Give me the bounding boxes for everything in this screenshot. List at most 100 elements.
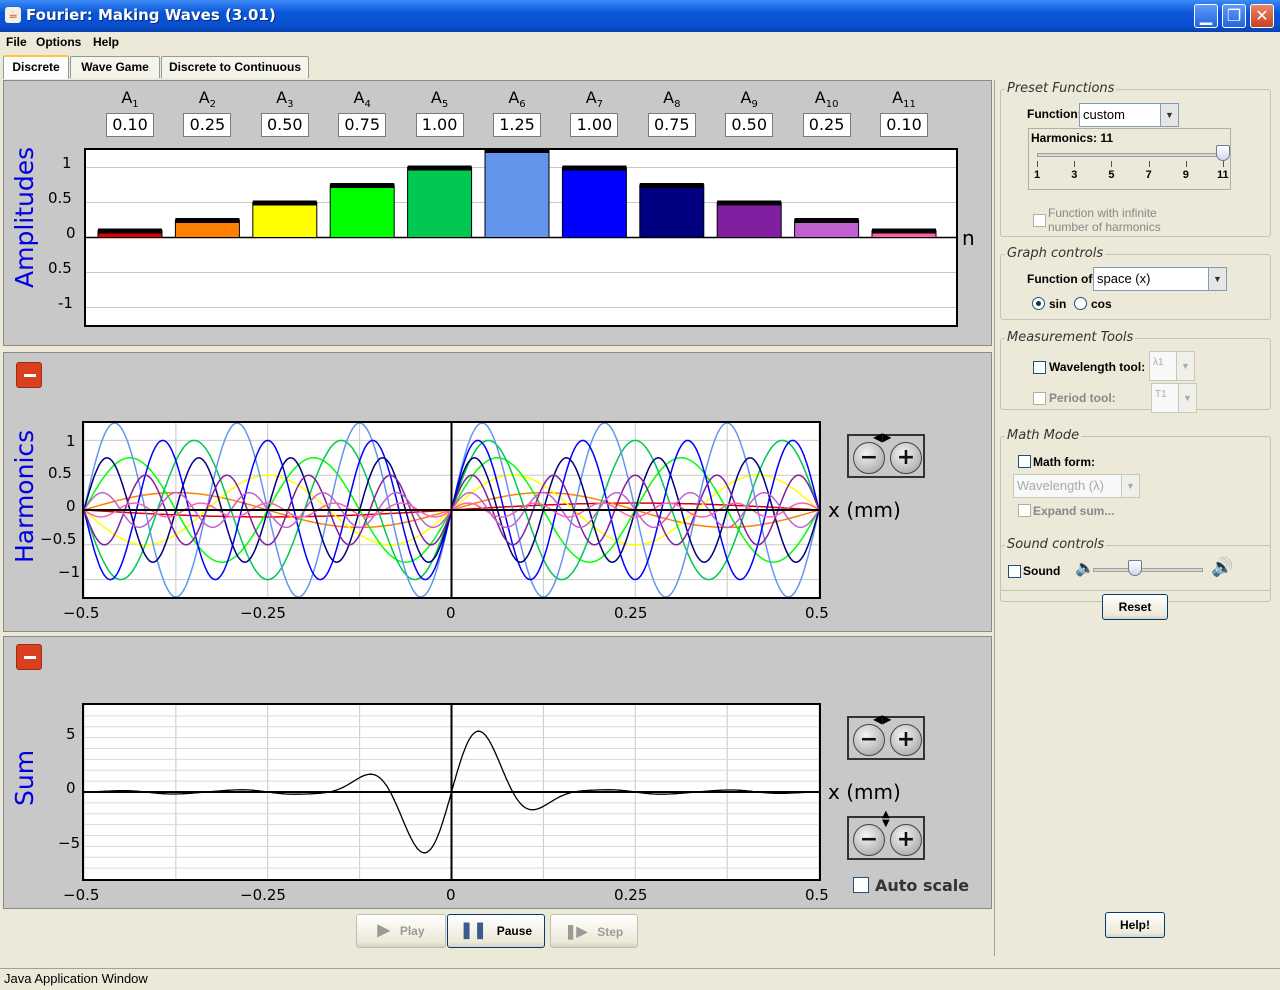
sum-xtick: −0.5 (63, 886, 100, 904)
maximize-icon: ❐ (1226, 6, 1242, 25)
help-button[interactable]: Help! (1105, 912, 1165, 938)
reset-button[interactable]: Reset (1102, 594, 1168, 620)
function-of-dropdown[interactable]: space (x) ▼ (1093, 267, 1227, 291)
amplitude-field-5[interactable]: 1.00 (415, 113, 464, 137)
zoom-in-button[interactable]: + (890, 442, 922, 474)
cos-radio[interactable] (1074, 297, 1087, 310)
math-mode-title: Math Mode (1005, 428, 1082, 443)
auto-scale-checkbox[interactable] (853, 877, 869, 893)
amplitude-field-11[interactable]: 0.10 (880, 113, 928, 137)
expand-sum-checkbox[interactable] (1018, 504, 1031, 517)
slider-tick-label: 5 (1108, 169, 1115, 181)
play-button[interactable]: ▶ Play (356, 914, 446, 948)
amplitude-label-11: A11 (884, 88, 924, 110)
tab-wave-game[interactable]: Wave Game (70, 56, 160, 78)
slider-tick (1148, 161, 1150, 167)
menu-options[interactable]: Options (36, 35, 82, 49)
sound-controls-title: Sound controls (1005, 537, 1107, 552)
menu-file[interactable]: File (6, 35, 27, 49)
harm-ytick: 0.5 (48, 464, 72, 482)
amplitude-label-sub: 9 (751, 99, 758, 111)
amplitude-label-8: A8 (652, 88, 692, 110)
amp-ytick-neg-0.5: 0.5 (48, 259, 72, 277)
harmonics-slider-track[interactable] (1037, 153, 1223, 157)
measurement-tools-title: Measurement Tools (1005, 330, 1136, 345)
harm-ytick: −1 (58, 563, 81, 581)
math-form-checkbox[interactable] (1018, 455, 1031, 468)
amplitude-field-1[interactable]: 0.10 (106, 113, 154, 137)
wavelength-tool-checkbox[interactable] (1033, 361, 1046, 374)
function-label: Function: (1027, 107, 1082, 121)
sum-plot[interactable] (82, 703, 821, 881)
n-axis-label: n (962, 226, 975, 250)
tab-discrete[interactable]: Discrete (3, 55, 69, 79)
math-form-dropdown[interactable]: Wavelength (λ) ▼ (1013, 474, 1140, 498)
amplitude-bar-handle-9 (717, 200, 782, 206)
wavelength-tool-label: Wavelength tool: (1049, 360, 1146, 374)
amplitude-label-6: A6 (497, 88, 537, 110)
amplitude-label-9: A9 (729, 88, 769, 110)
period-tool-dropdown[interactable]: T1 ▼ (1151, 383, 1197, 413)
harmonics-slider-thumb[interactable] (1216, 145, 1230, 161)
step-label: Step (597, 925, 624, 939)
amplitude-field-8[interactable]: 0.75 (647, 113, 696, 137)
amplitude-bar-handle-10 (794, 218, 859, 223)
harmonics-plot[interactable] (82, 421, 821, 599)
sum-axis-label: Sum (10, 749, 39, 806)
harm-xtick: 0.25 (614, 604, 648, 622)
amplitude-label-7: A7 (574, 88, 614, 110)
sin-radio[interactable] (1032, 297, 1045, 310)
sum-chart[interactable] (83, 705, 820, 879)
slider-tick-label: 9 (1182, 169, 1189, 181)
period-tool-checkbox[interactable] (1033, 392, 1046, 405)
collapse-harmonics-button[interactable] (16, 362, 42, 388)
sound-checkbox[interactable] (1008, 565, 1021, 578)
zoom-in-button[interactable]: + (890, 824, 922, 856)
maximize-button[interactable]: ❐ (1222, 4, 1246, 28)
amplitude-field-7[interactable]: 1.00 (570, 113, 619, 137)
sin-label: sin (1049, 297, 1067, 311)
zoom-in-button[interactable]: + (890, 724, 922, 756)
amplitudes-plot[interactable] (84, 148, 958, 327)
close-icon: ✕ (1255, 6, 1269, 25)
slider-tick-label: 11 (1217, 169, 1229, 181)
amplitude-field-2[interactable]: 0.25 (183, 113, 232, 137)
infinite-harmonics-checkbox[interactable] (1033, 214, 1046, 227)
amplitude-field-6[interactable]: 1.25 (493, 113, 541, 137)
close-button[interactable]: ✕ (1250, 4, 1274, 28)
amplitude-label-letter: A (814, 88, 826, 107)
amplitude-label-sub: 8 (674, 99, 681, 111)
amplitude-bar-handle-5 (407, 165, 472, 171)
function-dropdown[interactable]: custom ▼ (1079, 103, 1179, 127)
amplitudes-chart[interactable] (86, 148, 956, 325)
harmonics-chart[interactable] (83, 422, 820, 598)
amplitude-field-10[interactable]: 0.25 (802, 113, 851, 137)
step-button[interactable]: ❚▶ Step (550, 914, 638, 948)
minimize-button[interactable]: ▁ (1194, 4, 1218, 28)
amplitude-label-letter: A (198, 88, 210, 107)
sum-line (84, 730, 819, 854)
zoom-out-button[interactable]: − (853, 724, 885, 756)
wavelength-tool-value: λ1 (1153, 357, 1164, 368)
zoom-out-button[interactable]: − (853, 442, 885, 474)
menu-help[interactable]: Help (93, 35, 120, 49)
amp-ytick-1: 1 (62, 154, 72, 172)
collapse-sum-button[interactable] (16, 644, 42, 670)
amplitude-bar-handle-2 (175, 218, 240, 223)
amplitude-field-9[interactable]: 0.50 (725, 113, 774, 137)
tab-discrete-to-continuous[interactable]: Discrete to Continuous (161, 56, 309, 78)
amplitude-bar-handle-3 (252, 200, 317, 206)
harmonics-count-label: Harmonics: 11 (1031, 131, 1114, 145)
amplitude-field-3[interactable]: 0.50 (260, 113, 309, 137)
auto-scale-label: Auto scale (875, 876, 970, 895)
zoom-out-button[interactable]: − (853, 824, 885, 856)
pause-button[interactable]: ❚❚ Pause (447, 914, 545, 948)
wavelength-tool-dropdown[interactable]: λ1 ▼ (1149, 351, 1195, 381)
volume-slider-thumb[interactable] (1127, 560, 1142, 576)
amplitude-field-4[interactable]: 0.75 (338, 113, 387, 137)
control-panel: Preset Functions Function: custom ▼ Harm… (994, 80, 1279, 956)
harm-xtick: 0.5 (805, 604, 829, 622)
amplitude-label-sub: 10 (825, 99, 839, 111)
amplitude-bar-handle-8 (639, 183, 704, 188)
volume-slider-track[interactable] (1093, 568, 1203, 572)
